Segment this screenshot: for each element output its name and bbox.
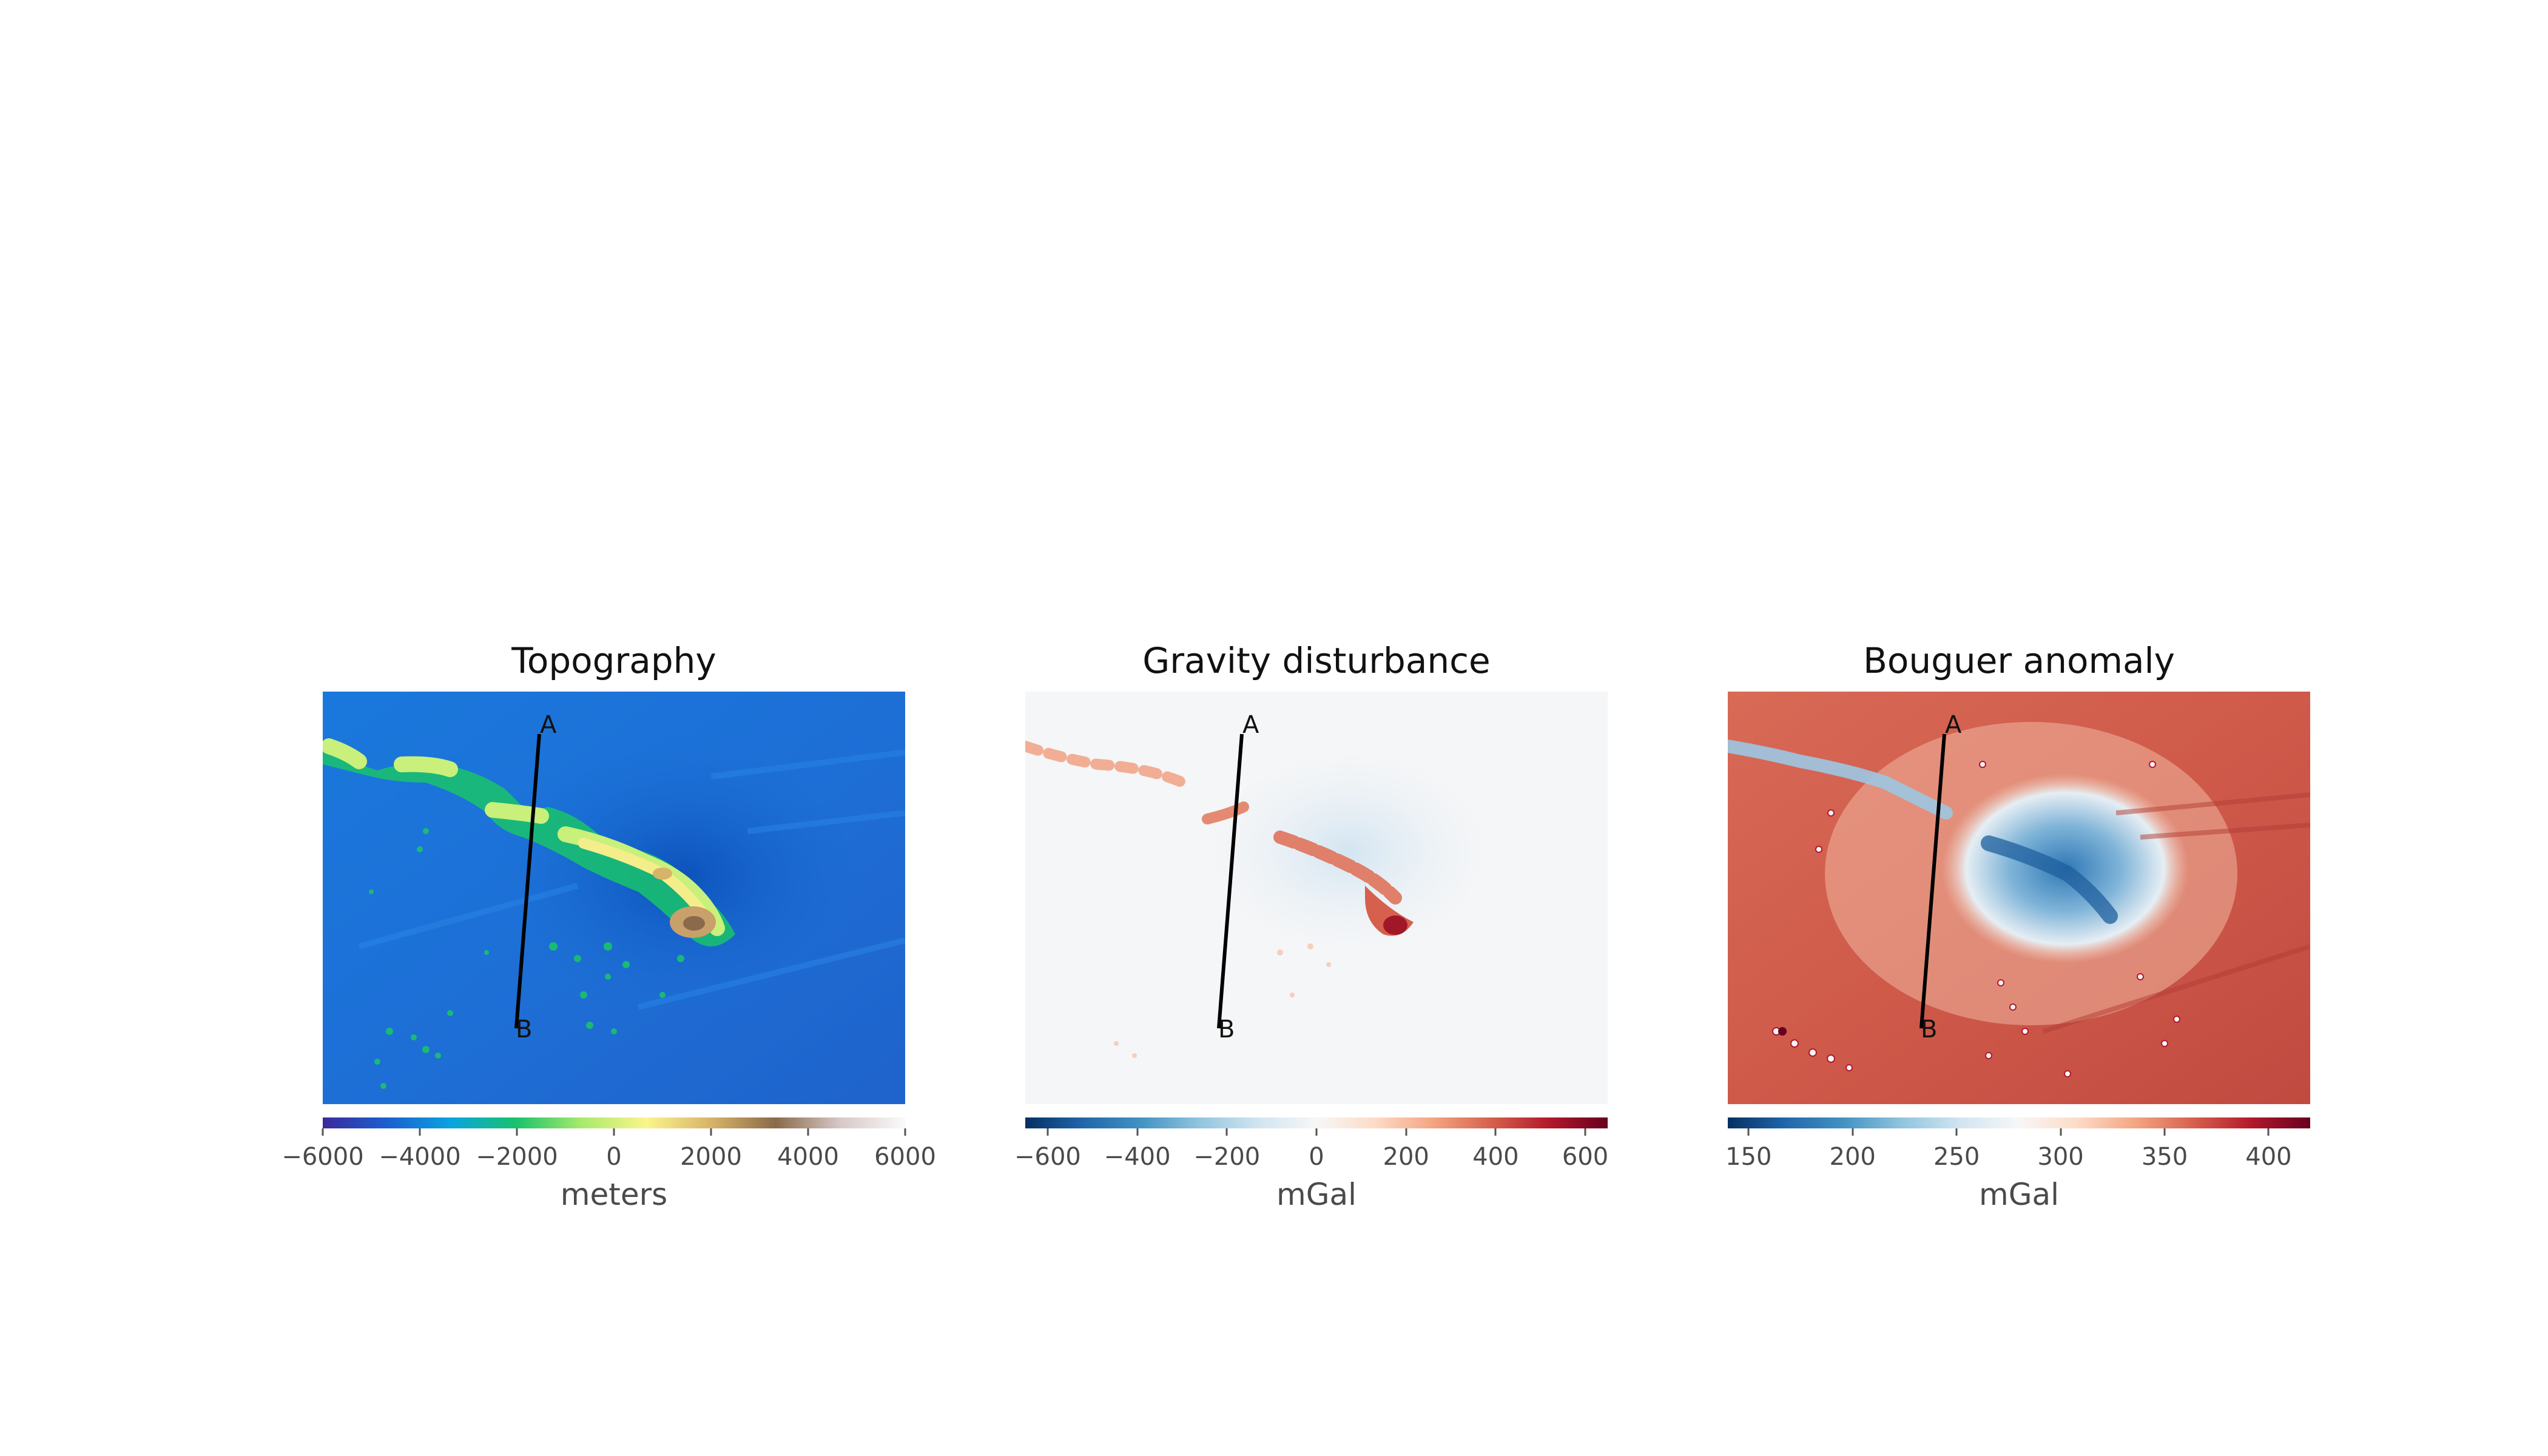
colorbar-tick-mark xyxy=(2267,1128,2270,1136)
colorbar-tick-mark xyxy=(1225,1128,1228,1136)
colorbar-tick-label: −6000 xyxy=(281,1143,364,1171)
colorbar-tick-mark xyxy=(1852,1128,1854,1136)
profile-start-label: A xyxy=(540,711,557,739)
colorbar-tick-mark xyxy=(516,1128,518,1136)
colorbar-ticks: −6000 −4000 −2000 0 2000 4000 6000 xyxy=(281,1128,936,1177)
colorbar-label: meters xyxy=(560,1177,668,1212)
colorbar-tick-mark xyxy=(1136,1128,1139,1136)
colorbar-tick-label: 400 xyxy=(1472,1143,1519,1171)
colorbar-tick-mark xyxy=(807,1128,809,1136)
topography-panel: Topography xyxy=(281,0,936,1456)
colorbar-tick-label: 0 xyxy=(606,1143,622,1171)
colorbar-tick-mark xyxy=(1494,1128,1497,1136)
colorbar-tick-label: 6000 xyxy=(874,1143,936,1171)
colorbar-tick-mark xyxy=(1747,1128,1750,1136)
colorbar-ticks: 150 200 250 300 350 400 xyxy=(1725,1128,2310,1177)
bouguer-anomaly-panel: Bouguer anomaly xyxy=(1725,0,2310,1456)
colorbar-tick-label: −200 xyxy=(1193,1143,1261,1171)
chart-title: Gravity disturbance xyxy=(1142,640,1491,681)
colorbar-tick-label: 600 xyxy=(1562,1143,1609,1171)
colorbar-tick-label: −400 xyxy=(1104,1143,1171,1171)
gravity-disturbance-panel: Gravity disturbance A B − xyxy=(1014,0,1609,1456)
topography-map: A B xyxy=(323,692,905,1104)
colorbar xyxy=(1025,1117,1608,1128)
chart-title: Topography xyxy=(511,640,716,681)
colorbar-label: mGal xyxy=(1979,1177,2059,1212)
colorbar-tick-label: 400 xyxy=(2245,1143,2292,1171)
colorbar-tick-mark xyxy=(419,1128,421,1136)
colorbar-tick-label: −600 xyxy=(1014,1143,1081,1171)
colorbar-tick-label: 2000 xyxy=(680,1143,742,1171)
colorbar-tick-label: 0 xyxy=(1309,1143,1324,1171)
colorbar-tick-label: 300 xyxy=(2037,1143,2084,1171)
colorbar-tick-mark xyxy=(613,1128,615,1136)
profile-end-label: B xyxy=(1921,1016,1937,1043)
colorbar xyxy=(1728,1117,2310,1128)
profile-start-label: A xyxy=(1945,711,1962,739)
profile-line xyxy=(1919,733,1946,1029)
profile-line xyxy=(1217,733,1244,1029)
colorbar-tick-mark xyxy=(2163,1128,2166,1136)
profile-end-label: B xyxy=(1218,1016,1235,1043)
colorbar-tick-mark xyxy=(1315,1128,1318,1136)
colorbar-tick-mark xyxy=(1405,1128,1407,1136)
colorbar-tick-mark xyxy=(1046,1128,1049,1136)
colorbar-tick-mark xyxy=(2060,1128,2062,1136)
colorbar-tick-label: −2000 xyxy=(476,1143,558,1171)
colorbar-tick-mark xyxy=(904,1128,906,1136)
profile-line xyxy=(514,733,541,1029)
colorbar-tick-mark xyxy=(710,1128,712,1136)
chart-title: Bouguer anomaly xyxy=(1863,640,2175,681)
colorbar xyxy=(323,1117,905,1128)
gravity-disturbance-map: A B xyxy=(1025,692,1608,1104)
profile-end-label: B xyxy=(516,1016,532,1043)
profile-start-label: A xyxy=(1242,711,1259,739)
colorbar-tick-mark xyxy=(322,1128,324,1136)
colorbar-tick-mark xyxy=(1584,1128,1586,1136)
colorbar-tick-mark xyxy=(1955,1128,1958,1136)
colorbar-tick-label: 4000 xyxy=(777,1143,839,1171)
colorbar-label: mGal xyxy=(1276,1177,1357,1212)
colorbar-tick-label: −4000 xyxy=(379,1143,461,1171)
colorbar-tick-label: 350 xyxy=(2141,1143,2188,1171)
bouguer-anomaly-map: A B xyxy=(1728,692,2310,1104)
colorbar-tick-label: 200 xyxy=(1829,1143,1876,1171)
colorbar-tick-label: 150 xyxy=(1725,1143,1772,1171)
colorbar-ticks: −600 −400 −200 0 200 400 600 xyxy=(1014,1128,1609,1177)
colorbar-tick-label: 250 xyxy=(1933,1143,1980,1171)
colorbar-tick-label: 200 xyxy=(1383,1143,1429,1171)
